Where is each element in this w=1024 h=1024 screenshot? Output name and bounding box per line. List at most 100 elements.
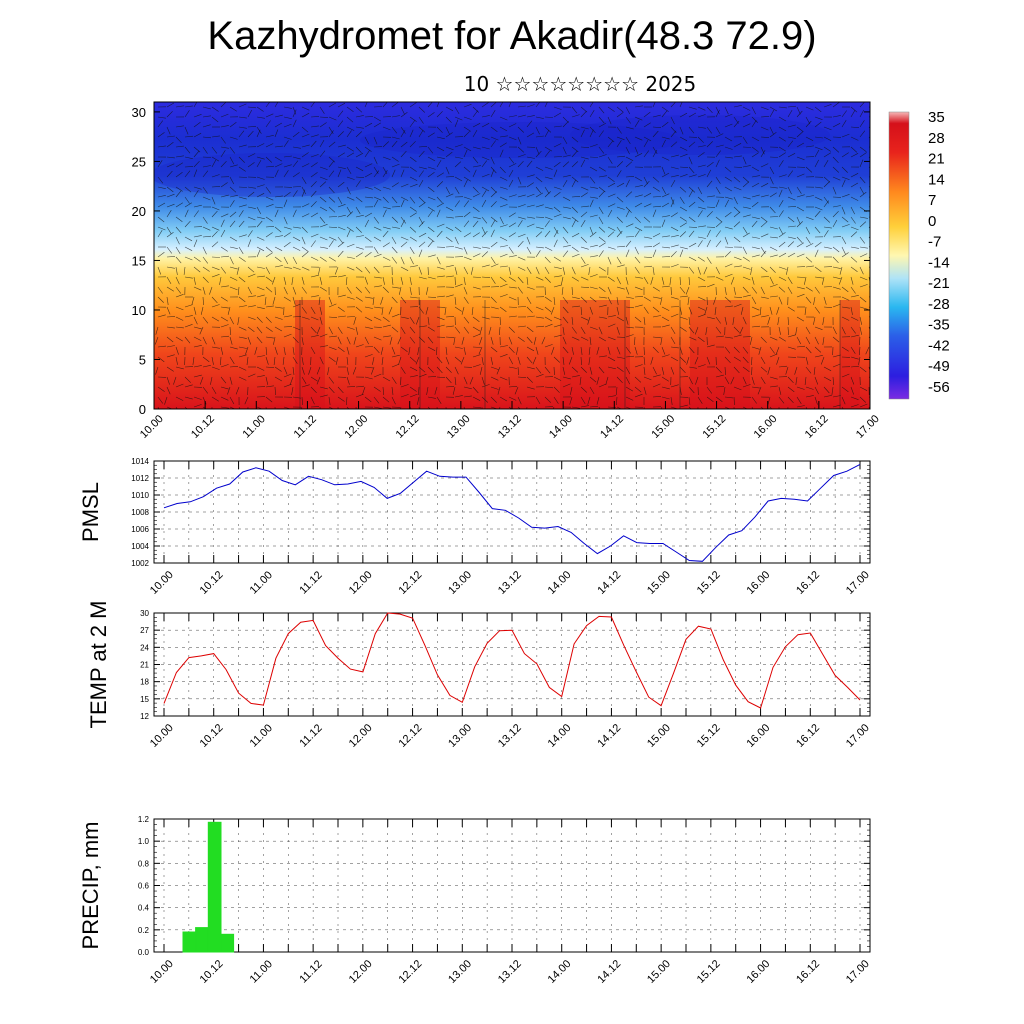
wind-barb [517,126,525,133]
wind-barb [571,326,577,334]
wind-barb [751,286,758,294]
wind-barb [634,226,643,231]
wind-barb [175,125,184,128]
wind-barb [688,336,697,341]
wind-barb [535,406,538,409]
wind-barb [643,136,652,142]
wind-barb [436,406,438,409]
wind-barb [193,160,200,168]
wind-barb [517,154,526,158]
wind-barb [760,266,768,273]
wind-barb [526,236,531,245]
wind-barb [616,256,622,264]
wind-barb [166,126,171,135]
wind-barb [400,296,407,304]
wind-barb [652,249,657,258]
wind-barb [337,241,345,248]
wind-barb [643,316,646,325]
wind-barb [175,336,183,342]
wind-barb [382,126,391,131]
wind-barb [373,122,381,128]
wind-barb [697,306,706,311]
wind-barb [382,276,385,285]
wind-barb [535,231,543,238]
wind-barb [589,366,593,375]
wind-barb [634,316,642,323]
wind-barb [697,114,706,118]
wind-barb [616,196,624,203]
wind-barb [373,396,380,404]
wind-barb [193,235,202,238]
wind-barb [238,166,246,172]
wind-barb [517,366,519,376]
wind-barb [625,126,634,130]
wind-barb [850,326,856,334]
wind-barb [715,230,721,238]
wind-barb [724,156,733,159]
wind-barb [454,176,463,182]
wind-barb [346,406,350,409]
wind-barb [199,326,204,335]
wind-barb [607,193,616,198]
wind-barb [238,156,245,163]
wind-barb [778,336,786,342]
wind-barb [589,102,594,108]
wind-barb [274,156,283,162]
wind-barb [733,334,742,338]
wind-barb [814,249,819,258]
wind-barb [787,225,796,228]
wind-barb [175,216,183,223]
wind-barb [337,226,346,231]
wind-barb [616,161,624,168]
x-tick-label: 13.00 [446,569,474,597]
wind-barb [526,182,534,188]
wind-barb [445,216,454,219]
wind-barb [391,226,400,229]
wind-barb [571,150,578,158]
wind-barb [571,216,579,223]
wind-barb [238,406,241,409]
wind-barb [283,136,292,140]
wind-barb [488,326,492,335]
wind-barb [463,146,472,152]
wind-barb [643,192,652,198]
wind-barb [661,256,671,258]
wind-barb [733,366,740,374]
wind-barb [703,266,708,275]
wind-barb [535,166,544,171]
wind-barb [589,244,598,248]
wind-barb [265,186,271,194]
wind-barb [850,295,859,298]
wind-barb [157,356,165,363]
wind-barb [175,406,178,409]
colorbar-label: -21 [928,275,950,292]
wind-barb [634,194,643,198]
wind-barb [760,216,768,223]
wind-barb [436,156,445,159]
wind-barb [220,335,230,338]
wind-barb [742,206,751,209]
wind-barb [535,250,541,258]
x-tick-label: 14.00 [546,722,574,750]
wind-barb [490,169,495,178]
wind-barb [328,376,335,384]
wind-barb [283,286,288,295]
wind-barb [778,146,786,152]
wind-barb [382,316,390,322]
wind-barb [733,396,735,406]
wind-barb [562,216,571,220]
wind-barb [490,263,499,268]
wind-barb [553,376,562,381]
wind-barb [337,326,343,334]
wind-barb [319,216,326,224]
wind-barb [760,376,766,384]
wind-barb [175,190,182,198]
wind-barb [202,124,211,128]
wind-barb [679,102,683,108]
wind-barb [814,210,821,218]
wind-barb [814,186,823,189]
wind-barb [760,336,767,343]
wind-barb [769,106,778,112]
wind-barb [805,216,814,220]
wind-barb [319,116,329,118]
